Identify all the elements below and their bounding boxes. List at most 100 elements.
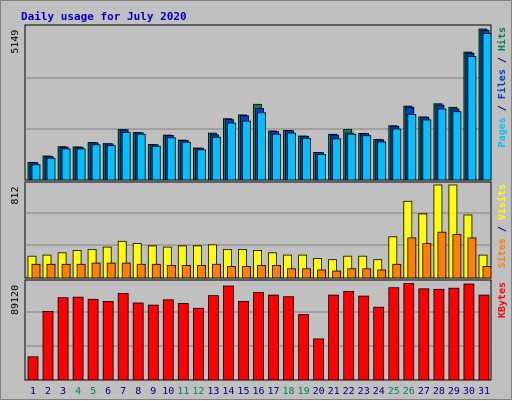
bar-sites-day-16 bbox=[257, 264, 266, 279]
bar-kbytes-day-2 bbox=[42, 310, 54, 381]
bar-sites-day-31 bbox=[482, 266, 492, 279]
bar-kbytes-day-21 bbox=[328, 294, 340, 381]
x-tick-label: 18 bbox=[283, 386, 295, 397]
legend-item: Visits bbox=[496, 184, 508, 220]
bar-kbytes-day-22 bbox=[343, 290, 355, 381]
bar-pages-day-25 bbox=[392, 128, 402, 181]
bar-sites-day-17 bbox=[272, 264, 281, 279]
bar-kbytes-day-19 bbox=[298, 314, 310, 381]
bar-sites-day-7 bbox=[121, 262, 131, 279]
bar-kbytes-day-17 bbox=[268, 294, 279, 381]
bar-pages-day-24 bbox=[377, 141, 387, 181]
x-tick-label: 8 bbox=[135, 386, 141, 397]
bar-pages-day-16 bbox=[257, 112, 266, 181]
bar-sites-day-28 bbox=[437, 231, 447, 279]
bar-pages-day-23 bbox=[362, 135, 372, 181]
bar-pages-day-10 bbox=[166, 137, 176, 181]
bar-pages-day-13 bbox=[211, 136, 221, 181]
bar-sites-day-13 bbox=[211, 263, 221, 279]
bar-pages-day-19 bbox=[302, 137, 312, 181]
bar-sites-day-2 bbox=[46, 263, 56, 279]
legend-item: Files bbox=[496, 69, 508, 99]
bar-kbytes-day-11 bbox=[177, 303, 189, 381]
bar-kbytes-day-7 bbox=[117, 293, 129, 381]
x-tick-label: 22 bbox=[343, 386, 355, 397]
x-tick-label: 25 bbox=[388, 386, 400, 397]
bar-sites-day-29 bbox=[452, 234, 462, 279]
x-tick-label: 10 bbox=[162, 386, 174, 397]
bar-kbytes-day-5 bbox=[87, 298, 99, 381]
x-tick-label: 19 bbox=[298, 386, 310, 397]
x-tick-label: 7 bbox=[120, 386, 126, 397]
x-tick-label: 13 bbox=[207, 386, 219, 397]
x-tick-label: 17 bbox=[267, 386, 279, 397]
bar-pages-day-5 bbox=[91, 144, 101, 181]
bar-sites-day-1 bbox=[31, 263, 41, 279]
bar-pages-day-28 bbox=[437, 108, 447, 181]
bar-sites-day-10 bbox=[166, 264, 176, 279]
bar-kbytes-day-8 bbox=[132, 302, 144, 381]
bar-sites-day-27 bbox=[422, 243, 432, 279]
x-tick-label: 27 bbox=[418, 386, 430, 397]
bar-sites-day-21 bbox=[332, 270, 342, 279]
x-tick-label: 15 bbox=[237, 386, 249, 397]
x-tick-label: 31 bbox=[478, 386, 490, 397]
bar-pages-day-22 bbox=[347, 133, 357, 181]
bar-sites-day-14 bbox=[226, 266, 236, 279]
bar-pages-day-8 bbox=[136, 133, 146, 181]
bar-kbytes-day-20 bbox=[313, 338, 325, 381]
bar-sites-day-24 bbox=[377, 269, 387, 279]
bar-pages-day-30 bbox=[467, 56, 477, 181]
bar-sites-day-4 bbox=[76, 263, 86, 279]
x-tick-label: 9 bbox=[150, 386, 156, 397]
bar-sites-day-15 bbox=[242, 266, 251, 279]
bar-kbytes-day-24 bbox=[373, 306, 385, 381]
x-tick-label: 28 bbox=[433, 386, 445, 397]
bar-kbytes-day-27 bbox=[418, 288, 430, 381]
bar-kbytes-day-31 bbox=[478, 294, 490, 381]
bar-pages-day-11 bbox=[181, 141, 191, 181]
bar-kbytes-day-18 bbox=[283, 296, 294, 381]
bar-kbytes-day-23 bbox=[358, 295, 370, 381]
bar-kbytes-day-4 bbox=[72, 296, 84, 381]
chart-title: Daily usage for July 2020 bbox=[21, 10, 187, 23]
x-tick-label: 4 bbox=[75, 386, 81, 397]
bar-pages-day-2 bbox=[46, 157, 56, 181]
bar-pages-day-3 bbox=[61, 148, 71, 181]
bar-pages-day-7 bbox=[121, 132, 131, 181]
bar-kbytes-day-16 bbox=[253, 292, 264, 381]
ymax-label: 5149 bbox=[10, 30, 21, 54]
legend-item: / bbox=[497, 51, 508, 69]
legend-item: KBytes bbox=[497, 282, 508, 318]
legend-item: / bbox=[497, 99, 508, 117]
bar-sites-day-18 bbox=[287, 268, 296, 279]
bar-pages-day-12 bbox=[196, 149, 206, 181]
bar-kbytes-day-3 bbox=[57, 297, 69, 381]
x-tick-label: 3 bbox=[60, 386, 66, 397]
x-tick-label: 16 bbox=[252, 386, 264, 397]
x-tick-label: 24 bbox=[373, 386, 385, 397]
bar-kbytes-day-28 bbox=[433, 288, 445, 381]
x-tick-label: 5 bbox=[90, 386, 96, 397]
bar-kbytes-day-9 bbox=[147, 304, 159, 381]
x-tick-label: 23 bbox=[358, 386, 370, 397]
bar-sites-day-30 bbox=[467, 237, 477, 279]
x-tick-label: 6 bbox=[105, 386, 111, 397]
bar-sites-day-3 bbox=[61, 263, 71, 279]
x-tick-label: 20 bbox=[313, 386, 325, 397]
bar-pages-day-15 bbox=[242, 120, 251, 181]
ymax-label: 812 bbox=[10, 187, 21, 205]
x-tick-label: 30 bbox=[463, 386, 475, 397]
x-tick-label: 26 bbox=[403, 386, 415, 397]
bar-pages-day-20 bbox=[317, 154, 327, 181]
bar-pages-day-31 bbox=[482, 33, 492, 181]
legend-kbytes: KBytes bbox=[497, 282, 508, 318]
bar-kbytes-day-10 bbox=[162, 299, 174, 381]
bar-kbytes-day-1 bbox=[27, 356, 39, 381]
bar-pages-day-27 bbox=[422, 119, 432, 181]
legend-hits_files_pages: Pages / Files / Hits bbox=[496, 27, 508, 147]
x-tick-label: 11 bbox=[177, 386, 189, 397]
bar-pages-day-26 bbox=[407, 114, 417, 181]
bar-pages-day-4 bbox=[76, 148, 86, 181]
